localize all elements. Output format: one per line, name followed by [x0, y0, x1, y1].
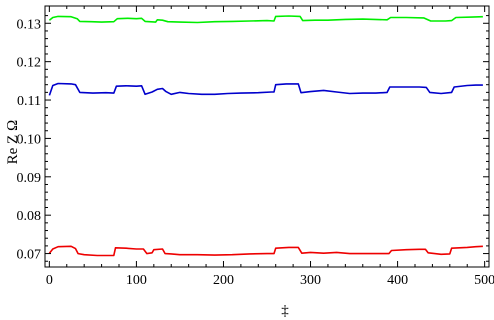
y-tick-label: 0.10	[17, 132, 42, 147]
series-line-2	[48, 82, 483, 96]
series-line-3	[48, 245, 483, 257]
y-tick-label: 0.08	[17, 209, 42, 224]
plot-area	[48, 15, 483, 257]
y-tick-label: 0.11	[17, 94, 41, 109]
axis-ticks: 0 100 200 300 400 500 0.07 0.08 0.09 0.10 0.11 0.12…	[17, 6, 494, 288]
y-tick-label: 0.09	[17, 171, 42, 186]
y-axis-label: Re Z Ω	[5, 120, 21, 165]
x-tick-label: 0	[46, 273, 53, 288]
x-axis-label: ‡	[281, 303, 289, 319]
plot-frame	[44, 5, 490, 268]
x-tick-label: 200	[213, 273, 234, 288]
x-tick-label: 400	[387, 273, 408, 288]
x-tick-label: 100	[126, 273, 147, 288]
series-line-1	[48, 15, 483, 24]
y-tick-label: 0.13	[17, 17, 42, 32]
y-tick-label: 0.07	[17, 248, 42, 263]
x-tick-label: 500	[474, 273, 494, 288]
x-tick-label: 300	[300, 273, 321, 288]
y-tick-label: 0.12	[17, 56, 42, 71]
